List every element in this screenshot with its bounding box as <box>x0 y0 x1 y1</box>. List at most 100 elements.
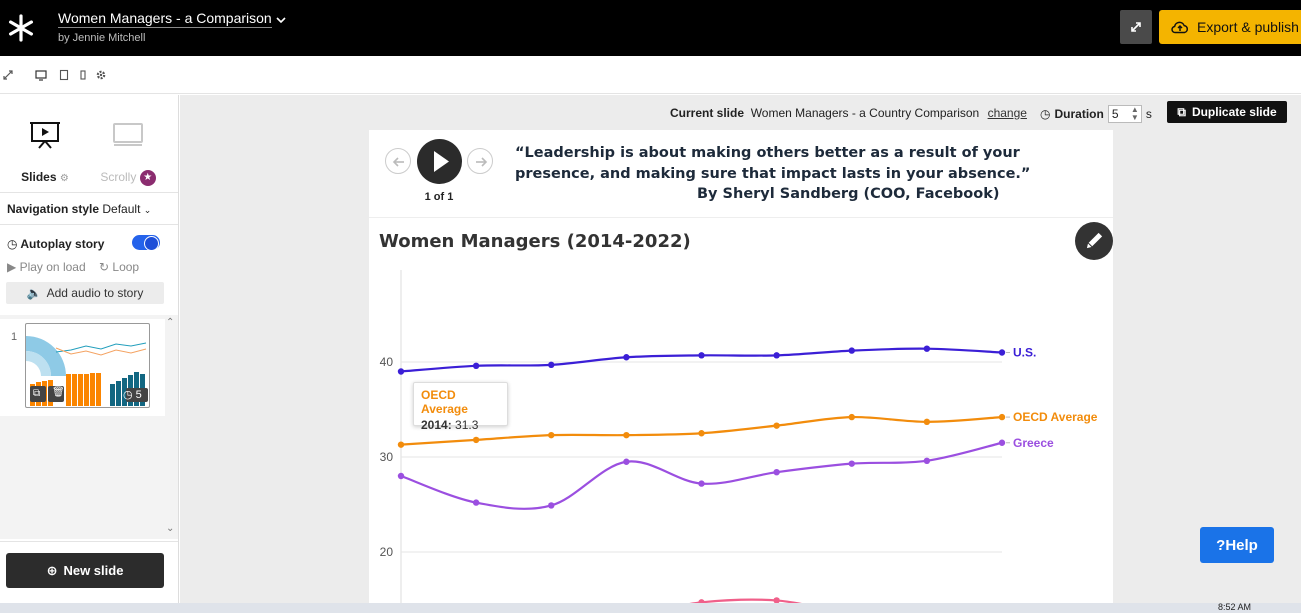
data-point <box>923 418 931 426</box>
play-button[interactable] <box>417 139 462 184</box>
cloud-upload-icon <box>1171 21 1188 34</box>
mobile-view-icon[interactable] <box>77 69 89 81</box>
play-on-load-option[interactable]: ▶ Play on load <box>7 260 86 274</box>
y-tick-label: 40 <box>380 355 394 369</box>
data-point <box>698 430 705 437</box>
story-title[interactable]: Women Managers - a Comparison <box>58 10 272 28</box>
slides-list: 1 ⧉ 🗑 ◷ 5 <box>0 315 178 539</box>
desktop-view-icon[interactable] <box>35 69 47 81</box>
navigation-style-label: Navigation style <box>7 202 100 216</box>
edit-chart-button[interactable] <box>1075 222 1113 260</box>
data-point <box>698 480 705 487</box>
data-point <box>397 368 405 375</box>
loop-label: Loop <box>112 260 140 274</box>
app-logo-icon[interactable] <box>6 13 36 43</box>
data-point <box>472 499 480 506</box>
next-slide-button[interactable] <box>467 148 493 174</box>
scrolly-icon <box>113 123 143 146</box>
data-point <box>998 349 1006 356</box>
navigation-style-select[interactable]: Navigation style Default ⌄ <box>7 202 151 216</box>
help-button[interactable]: ?Help <box>1200 527 1274 563</box>
slide-thumbnail[interactable]: ⧉ 🗑 ◷ 5 <box>25 323 150 408</box>
tooltip-series: OECD Average <box>421 388 468 416</box>
fullscreen-button[interactable] <box>1120 10 1152 44</box>
data-point <box>397 441 405 448</box>
export-publish-button[interactable]: Export & publish <box>1159 10 1301 44</box>
data-point <box>698 352 705 359</box>
tooltip-value-row: 2014: 31.3 <box>421 418 500 432</box>
chevron-down-icon: ⌄ <box>143 205 152 215</box>
series-label: Greece <box>1013 436 1054 450</box>
tooltip-value: 31.3 <box>455 418 479 432</box>
data-point <box>773 469 780 476</box>
trash-icon[interactable]: 🗑 <box>52 387 65 398</box>
play-icon: ▶ <box>7 260 17 274</box>
presentation-icon <box>30 122 60 149</box>
data-point <box>698 599 705 603</box>
data-point <box>548 431 555 439</box>
slide-header: 1 of 1 “Leadership is about making other… <box>369 130 1113 218</box>
new-slide-button[interactable]: ⊕ New slide <box>6 553 164 588</box>
slide-preview: 1 of 1 “Leadership is about making other… <box>369 130 1113 603</box>
y-tick-label: 20 <box>380 545 394 559</box>
play-icon <box>434 151 449 172</box>
duplicate-slide-button[interactable]: ⧉ Duplicate slide <box>1167 101 1287 123</box>
tablet-view-icon[interactable] <box>58 69 70 81</box>
change-link[interactable]: change <box>987 106 1027 120</box>
data-point <box>472 362 480 369</box>
settings-gear-icon[interactable] <box>95 69 107 81</box>
autoplay-text: Autoplay story <box>20 237 105 251</box>
series-line <box>400 347 1003 373</box>
data-point <box>773 597 780 603</box>
mode-scrolly-button[interactable]: Scrolly ★ <box>92 113 164 186</box>
mode-scrolly-label: Scrolly <box>100 170 137 185</box>
view-toolbar <box>0 56 1301 94</box>
data-point <box>472 436 480 444</box>
collapse-icon[interactable] <box>2 69 14 81</box>
tooltip-year: 2014: <box>421 418 452 432</box>
chart-title: Women Managers (2014-2022) <box>379 231 691 252</box>
autoplay-toggle[interactable] <box>132 235 160 251</box>
taskbar-clock: 8:52 AM <box>1218 603 1252 612</box>
data-point <box>998 439 1006 446</box>
divider <box>0 224 178 225</box>
add-audio-label: Add audio to story <box>46 286 144 300</box>
duration-value: 5 <box>1111 107 1119 121</box>
series-label: OECD Average <box>1013 410 1098 424</box>
data-point <box>623 458 630 465</box>
duplicate-icon[interactable]: ⧉ <box>33 388 41 399</box>
left-panel: Slides ⚙ Scrolly ★ Navigation style Defa… <box>0 95 179 603</box>
data-point <box>998 413 1006 421</box>
mode-slides-button[interactable]: Slides ⚙ <box>10 113 80 185</box>
duration-unit: s <box>1145 107 1152 121</box>
data-point <box>923 457 931 464</box>
data-point <box>548 361 555 369</box>
plus-circle-icon: ⊕ <box>46 562 58 578</box>
copy-icon: ⧉ <box>1177 104 1186 119</box>
mode-slides-label: Slides <box>21 170 57 184</box>
previous-slide-button[interactable] <box>385 148 411 174</box>
quote-text: “Leadership is about making others bette… <box>515 145 1031 182</box>
duration-input[interactable]: 5 ▲ ▼ <box>1107 105 1142 123</box>
data-point <box>623 354 630 361</box>
y-tick-label: 30 <box>380 450 394 464</box>
navigation-style-value: Default <box>102 202 141 216</box>
stepper-icon[interactable]: ▲ ▼ <box>1130 105 1139 122</box>
slides-settings-icon[interactable]: ⚙ <box>59 173 69 184</box>
scroll-down-icon[interactable]: ⌄ <box>166 523 175 534</box>
duplicate-slide-label: Duplicate slide <box>1191 105 1277 119</box>
add-audio-button[interactable]: 🔈 Add audio to story <box>6 282 164 304</box>
data-point <box>623 431 630 439</box>
chevron-down-icon[interactable] <box>275 15 287 25</box>
slide-pager: 1 of 1 <box>424 191 454 203</box>
loop-option[interactable]: ↻ Loop <box>99 260 139 274</box>
slide-number: 1 <box>11 331 18 343</box>
export-label: Export & publish <box>1197 19 1299 35</box>
editor-canvas: Current slide Women Managers - a Country… <box>180 95 1301 603</box>
scroll-up-icon[interactable]: ⌃ <box>166 317 175 328</box>
data-point <box>848 347 855 354</box>
slide-list-item[interactable]: 1 ⧉ 🗑 ◷ 5 <box>0 319 165 416</box>
speaker-icon: 🔈 <box>26 286 42 300</box>
expand-icon <box>1131 22 1141 32</box>
